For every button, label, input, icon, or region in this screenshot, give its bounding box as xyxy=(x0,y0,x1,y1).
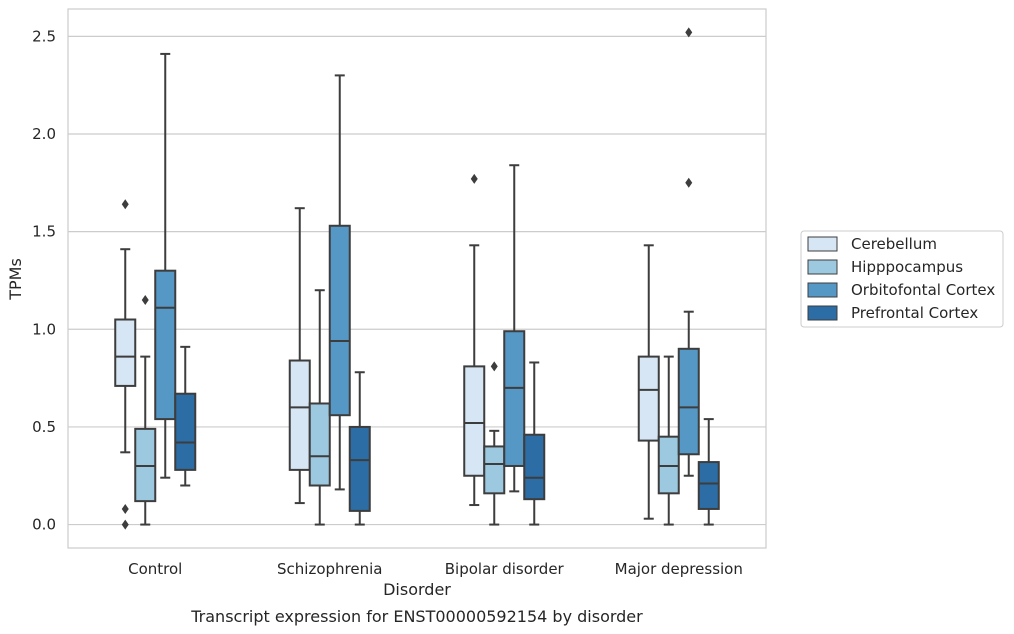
legend-swatch xyxy=(807,259,838,275)
box-body xyxy=(463,365,486,477)
box-orbitofontal-cortex-2 xyxy=(503,164,526,493)
box-body xyxy=(697,461,720,510)
outlier-point xyxy=(490,361,498,372)
box-body xyxy=(348,425,371,512)
box-body xyxy=(483,445,506,495)
box-prefrontal-cortex-3 xyxy=(697,418,720,526)
y-axis-ticks: 0.0 0.5 1.0 1.5 2.0 2.5 xyxy=(32,27,56,533)
x-axis-ticks: Control Schizophrenia Bipolar disorder Majo… xyxy=(128,560,743,578)
box-body xyxy=(308,402,331,487)
outlier-point xyxy=(470,173,478,184)
x-tick-label: Schizophrenia xyxy=(277,560,382,578)
chart-caption: Transcript expression for ENST0000059215… xyxy=(190,607,643,626)
y-tick-label: 1.5 xyxy=(32,223,56,241)
x-tick-label: Bipolar disorder xyxy=(445,560,565,578)
box-body xyxy=(328,224,351,417)
box-orbitofontal-cortex-3 xyxy=(677,27,700,477)
legend-label: Hipppocampus xyxy=(851,258,963,276)
box-hipppocampus-1 xyxy=(308,289,331,526)
box-body xyxy=(503,330,526,467)
box-body xyxy=(637,355,660,442)
legend-frame xyxy=(800,230,1004,328)
box-cerebellum-1 xyxy=(288,207,311,505)
box-cerebellum-2 xyxy=(463,173,486,507)
outlier-point xyxy=(121,519,129,530)
outlier-point xyxy=(685,177,693,188)
outlier-point xyxy=(685,27,693,38)
x-tick-label: Major depression xyxy=(615,560,743,578)
box-prefrontal-cortex-1 xyxy=(348,371,371,526)
box-body xyxy=(114,318,137,387)
box-body xyxy=(174,392,197,471)
outlier-point xyxy=(141,294,149,305)
x-axis-label: Disorder xyxy=(383,580,451,599)
box-hipppocampus-3 xyxy=(657,355,680,526)
y-tick-label: 0.5 xyxy=(32,418,56,436)
legend-swatch xyxy=(807,305,838,321)
y-tick-label: 2.5 xyxy=(32,27,56,45)
box-hipppocampus-2 xyxy=(483,361,506,526)
y-tick-label: 0.0 xyxy=(32,516,56,534)
legend: Cerebellum Hipppocampus Orbitofontal Corte… xyxy=(800,230,1004,328)
box-orbitofontal-cortex-0 xyxy=(154,52,177,479)
outlier-point xyxy=(121,199,129,210)
outlier-point xyxy=(121,503,129,514)
legend-label: Orbitofontal Cortex xyxy=(851,281,995,299)
y-tick-label: 1.0 xyxy=(32,320,56,338)
legend-swatch xyxy=(807,236,838,252)
box-cerebellum-3 xyxy=(637,244,660,520)
legend-swatch xyxy=(807,282,838,298)
box-hipppocampus-0 xyxy=(134,294,157,526)
box-groups xyxy=(114,27,720,530)
box-prefrontal-cortex-0 xyxy=(174,345,197,487)
y-axis-label: TPMs xyxy=(6,258,25,301)
box-cerebellum-0 xyxy=(114,199,137,530)
box-body xyxy=(288,359,311,471)
box-prefrontal-cortex-2 xyxy=(523,361,546,526)
plot-frame xyxy=(67,8,767,549)
box-body xyxy=(523,433,546,501)
box-body xyxy=(677,347,700,456)
y-tick-label: 2.0 xyxy=(32,125,56,143)
box-body xyxy=(154,269,177,421)
box-orbitofontal-cortex-1 xyxy=(328,74,351,491)
legend-label: Cerebellum xyxy=(851,235,937,253)
legend-label: Prefrontal Cortex xyxy=(851,304,978,322)
x-tick-label: Control xyxy=(128,560,182,578)
